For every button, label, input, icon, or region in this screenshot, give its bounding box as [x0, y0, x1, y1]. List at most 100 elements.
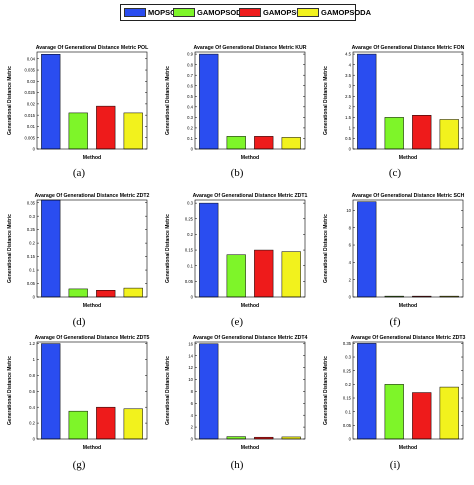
y-tick-label: 0.3 — [187, 115, 193, 120]
x-axis-label: Method — [399, 303, 417, 309]
y-tick-label: 1 — [349, 126, 352, 131]
legend-item-gamopsoda: GAMOPSODA — [297, 7, 371, 18]
y-tick-label: 10 — [188, 377, 193, 382]
y-tick-label: 0.3 — [345, 355, 351, 360]
y-tick-label: 2 — [349, 104, 352, 109]
y-tick-label: 0.35 — [27, 200, 36, 205]
chart-svg: Avarage Of Generational Distance Metric … — [7, 335, 150, 451]
y-tick-label: 0.4 — [29, 405, 35, 410]
y-tick-label: 0.2 — [187, 126, 193, 131]
y-tick-label: 0.15 — [343, 396, 352, 401]
bar-gamopsoa — [96, 290, 116, 298]
caption-e: (e) — [230, 316, 244, 328]
bar-gamopsoa — [254, 136, 274, 150]
bar-gamopsoa — [412, 392, 432, 440]
chart-svg: Avarage Of Generational Distance Metric … — [7, 193, 150, 309]
bar-mopso — [357, 53, 377, 150]
chart-panel-b: Avarage Of Generational Distance Metric … — [158, 40, 316, 195]
y-axis-label: Generational Distance Metric — [165, 66, 171, 135]
y-tick-label: 0.1 — [187, 136, 193, 141]
chart-title: Avarage Of Generational Distance Metric … — [352, 193, 465, 199]
bar-gamopsoa — [412, 115, 432, 150]
chart-title: Avarage Of Generational Distance Metric … — [352, 45, 465, 51]
y-tick-label: 0.005 — [25, 135, 36, 140]
chart-svg: Avarage Of Generational Distance Metric … — [323, 45, 465, 161]
chart-svg: Avarage Of Generational Distance Metric … — [7, 45, 149, 161]
chart-title: Avarage Of Generational Distance Metric … — [35, 335, 150, 341]
chart-panel-d: Avarage Of Generational Distance Metric … — [0, 188, 158, 343]
y-tick-label: 0.25 — [343, 368, 352, 373]
caption-g: (g) — [72, 459, 86, 471]
y-tick-label: 0 — [191, 147, 194, 152]
plot-frame — [194, 199, 306, 298]
caption-c: (c) — [388, 167, 402, 179]
y-tick-label: 0.02 — [27, 101, 36, 106]
y-tick-label: 16 — [188, 341, 193, 346]
y-tick-label: 1 — [33, 357, 36, 362]
bar-gamopsod — [226, 436, 246, 440]
chart-svg: Avarage Of Generational Distance Metric … — [165, 335, 308, 451]
caption-a: (a) — [72, 167, 86, 179]
plot-frame — [36, 51, 148, 150]
bar-gamopsoa — [96, 406, 116, 440]
chart-panel-f: Avarage Of Generational Distance Metric … — [316, 188, 474, 343]
y-tick-label: 0.15 — [27, 254, 36, 259]
y-tick-label: 0.015 — [25, 113, 36, 118]
y-tick-label: 0.9 — [187, 52, 193, 57]
bar-gamopsod — [384, 384, 404, 440]
x-axis-label: Method — [241, 303, 259, 309]
legend-label: GAMOPSOA — [263, 8, 308, 17]
y-tick-label: 8 — [349, 225, 352, 230]
bar-mopso — [41, 343, 61, 440]
caption-d: (d) — [72, 316, 86, 328]
y-tick-label: 0.03 — [27, 79, 36, 84]
bar-gamopsod — [384, 117, 404, 150]
y-axis-label: Generational Distance Metric — [323, 66, 329, 135]
y-axis-label: Generational Distance Metric — [7, 214, 13, 283]
bar-gamopsoda — [281, 436, 301, 440]
bar-gamopsod — [226, 254, 246, 298]
y-tick-label: 0.3 — [29, 214, 35, 219]
y-tick-label: 12 — [188, 365, 193, 370]
y-tick-label: 0.15 — [185, 248, 194, 253]
bar-gamopsoda — [439, 386, 459, 440]
bar-gamopsoda — [281, 137, 301, 150]
chart-svg: Avarage Of Generational Distance Metric … — [165, 193, 308, 309]
y-tick-label: 0 — [191, 437, 194, 442]
y-tick-label: 0.035 — [25, 68, 36, 73]
bar-mopso — [199, 53, 219, 150]
y-tick-label: 2.5 — [345, 94, 351, 99]
y-tick-label: 3 — [349, 83, 352, 88]
y-tick-label: 14 — [188, 353, 193, 358]
y-tick-label: 0.01 — [27, 124, 36, 129]
bar-gamopsoda — [123, 112, 143, 150]
bar-gamopsoda — [281, 251, 301, 298]
plot-frame — [352, 199, 464, 298]
bar-gamopsoda — [123, 408, 143, 440]
y-tick-label: 0.25 — [185, 216, 194, 221]
bar-gamopsod — [226, 136, 246, 150]
bar-gamopsoa — [96, 105, 116, 150]
y-tick-label: 0.2 — [29, 421, 35, 426]
y-tick-label: 0.8 — [187, 62, 193, 67]
legend-swatch — [124, 8, 146, 17]
y-tick-label: 0.05 — [27, 281, 36, 286]
caption-f: (f) — [389, 316, 401, 328]
bar-mopso — [357, 201, 377, 298]
chart-panel-g: Avarage Of Generational Distance Metric … — [0, 330, 158, 485]
y-axis-label: Generational Distance Metric — [323, 214, 329, 283]
bar-mopso — [199, 343, 219, 440]
y-tick-label: 0.3 — [187, 201, 193, 206]
chart-title: Avarage Of Generational Distance Metric … — [351, 335, 466, 341]
legend-label: MOPSO — [148, 8, 176, 17]
x-axis-label: Method — [399, 155, 417, 161]
y-tick-label: 0.1 — [345, 409, 351, 414]
y-tick-label: 0.05 — [343, 423, 352, 428]
x-axis-label: Method — [241, 445, 259, 451]
chart-panel-c: Avarage Of Generational Distance Metric … — [316, 40, 474, 195]
y-axis-label: Generational Distance Metric — [7, 356, 13, 425]
y-tick-label: 0.025 — [25, 90, 36, 95]
y-tick-label: 0.1 — [187, 263, 193, 268]
y-tick-label: 0.2 — [187, 232, 193, 237]
y-tick-label: 0.4 — [187, 104, 193, 109]
